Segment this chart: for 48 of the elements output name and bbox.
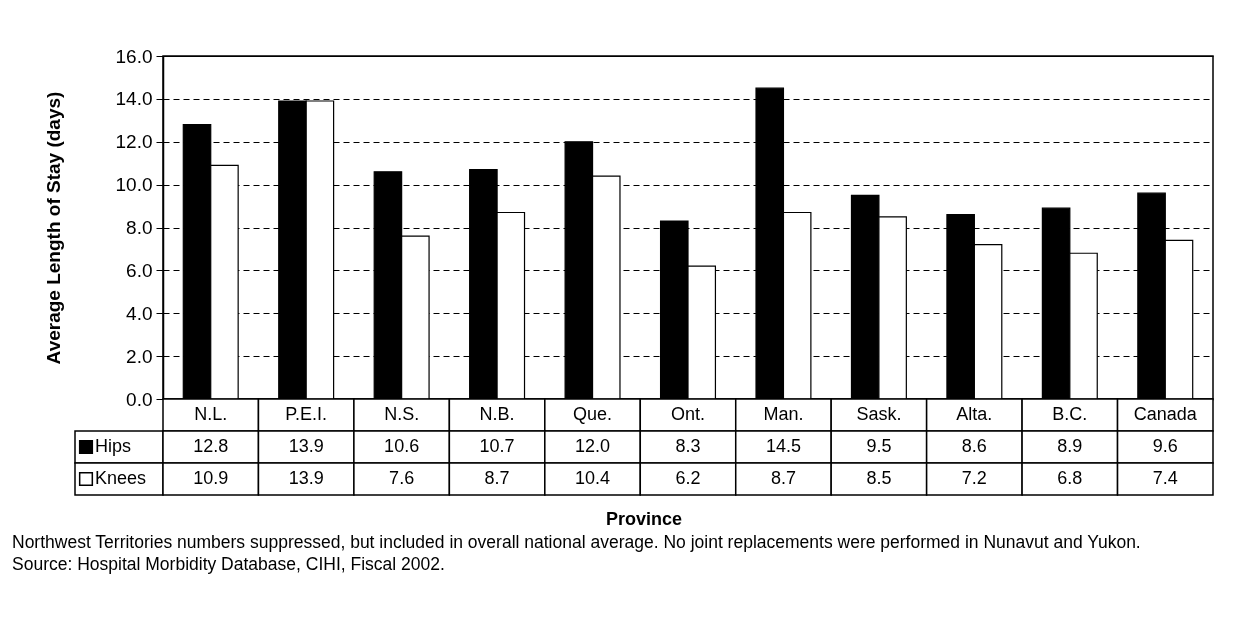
x-tick-label: Man. — [763, 404, 804, 424]
x-tick-label: Canada — [1133, 404, 1198, 424]
data-label: 8.5 — [866, 468, 892, 488]
x-tick-label: B.C. — [1052, 404, 1088, 424]
data-label: 8.7 — [770, 468, 796, 488]
data-label: 10.7 — [479, 436, 515, 456]
y-axis-title: Average Length of Stay (days) — [42, 91, 64, 365]
x-tick-label: Ont. — [670, 404, 706, 424]
data-label: 12.8 — [193, 436, 229, 456]
text: Northwest Territories numbers suppressed, but included in overall national average. No joint replacements were performed in Nunavut and Yukon. — [12, 532, 1141, 552]
y-tick-label: 6.0 — [126, 259, 153, 281]
data-label: 8.9 — [1057, 436, 1083, 456]
data-label: 7.2 — [961, 468, 987, 488]
y-tick-label: 4.0 — [126, 302, 153, 324]
data-label: 8.7 — [484, 468, 510, 488]
data-label: 8.3 — [675, 436, 701, 456]
data-label: 10.9 — [193, 468, 229, 488]
y-tick-label: 16.0 — [115, 45, 153, 67]
y-tick-label: 12.0 — [115, 131, 153, 153]
text: Province — [605, 509, 683, 529]
data-label: 7.6 — [389, 468, 415, 488]
source-note: Source: Hospital Morbidity Database, CIHI, Fiscal 2002. — [12, 554, 445, 574]
data-label: 8.6 — [961, 436, 987, 456]
data-label: 9.5 — [866, 436, 892, 456]
data-label: 13.9 — [288, 436, 324, 456]
y-tick-label: 2.0 — [126, 345, 153, 367]
x-tick-label: P.E.I. — [285, 404, 328, 424]
y-tick-label: 8.0 — [126, 217, 153, 238]
x-tick-label: Que. — [573, 404, 613, 424]
data-label: 7.4 — [1152, 468, 1178, 488]
data-label: 6.8 — [1057, 468, 1083, 488]
x-tick-label: N.B. — [479, 404, 515, 424]
legend-label: Hips — [95, 436, 132, 456]
data-label: 10.4 — [575, 468, 611, 488]
data-label: 6.2 — [675, 468, 701, 488]
data-label: 14.5 — [765, 436, 801, 456]
x-tick-label: N.L. — [194, 404, 228, 424]
y-tick-label: 0.0 — [126, 388, 153, 410]
x-tick-label: Sask. — [856, 404, 902, 424]
data-label: 13.9 — [288, 468, 324, 488]
legend-label: Knees — [95, 468, 147, 488]
x-tick-label: Alta. — [956, 404, 993, 424]
data-label: 10.6 — [384, 436, 420, 456]
y-tick-label: 14.0 — [115, 88, 153, 110]
data-label: 12.0 — [575, 436, 611, 456]
x-tick-label: N.S. — [384, 404, 420, 424]
data-label: 9.6 — [1152, 436, 1178, 456]
y-tick-label: 10.0 — [115, 174, 153, 196]
